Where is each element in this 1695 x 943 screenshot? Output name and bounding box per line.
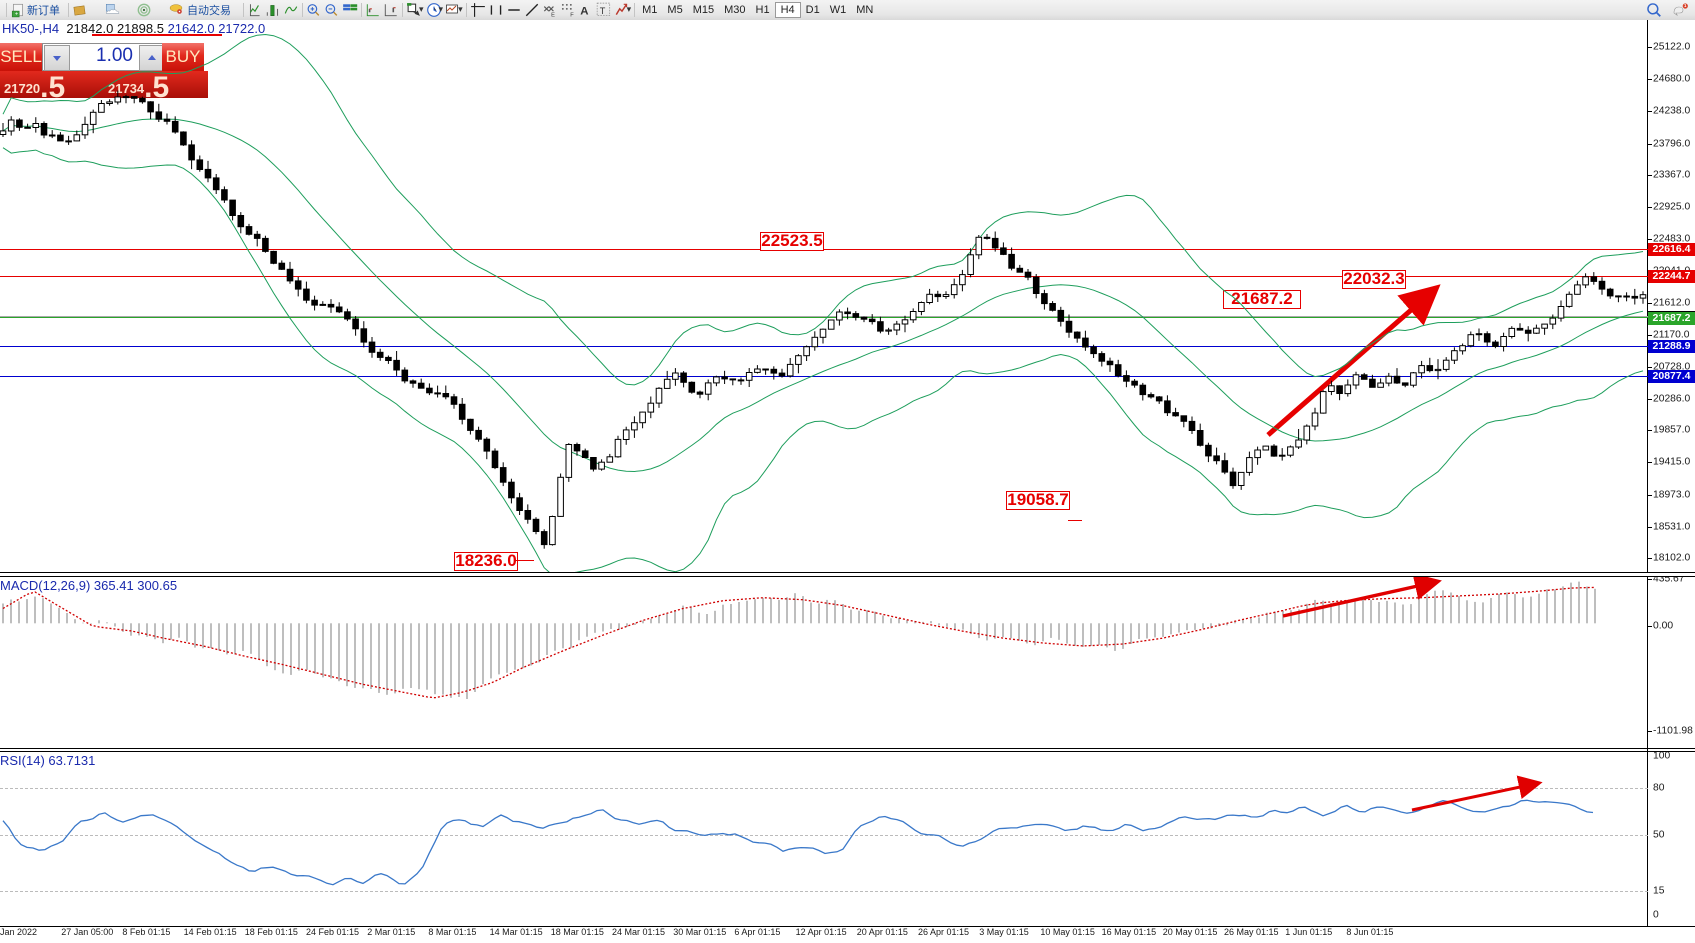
svg-text:A: A [580,6,588,18]
svg-text:F: F [570,12,574,18]
svg-text:E: E [551,12,555,18]
svg-text:T: T [599,6,605,16]
